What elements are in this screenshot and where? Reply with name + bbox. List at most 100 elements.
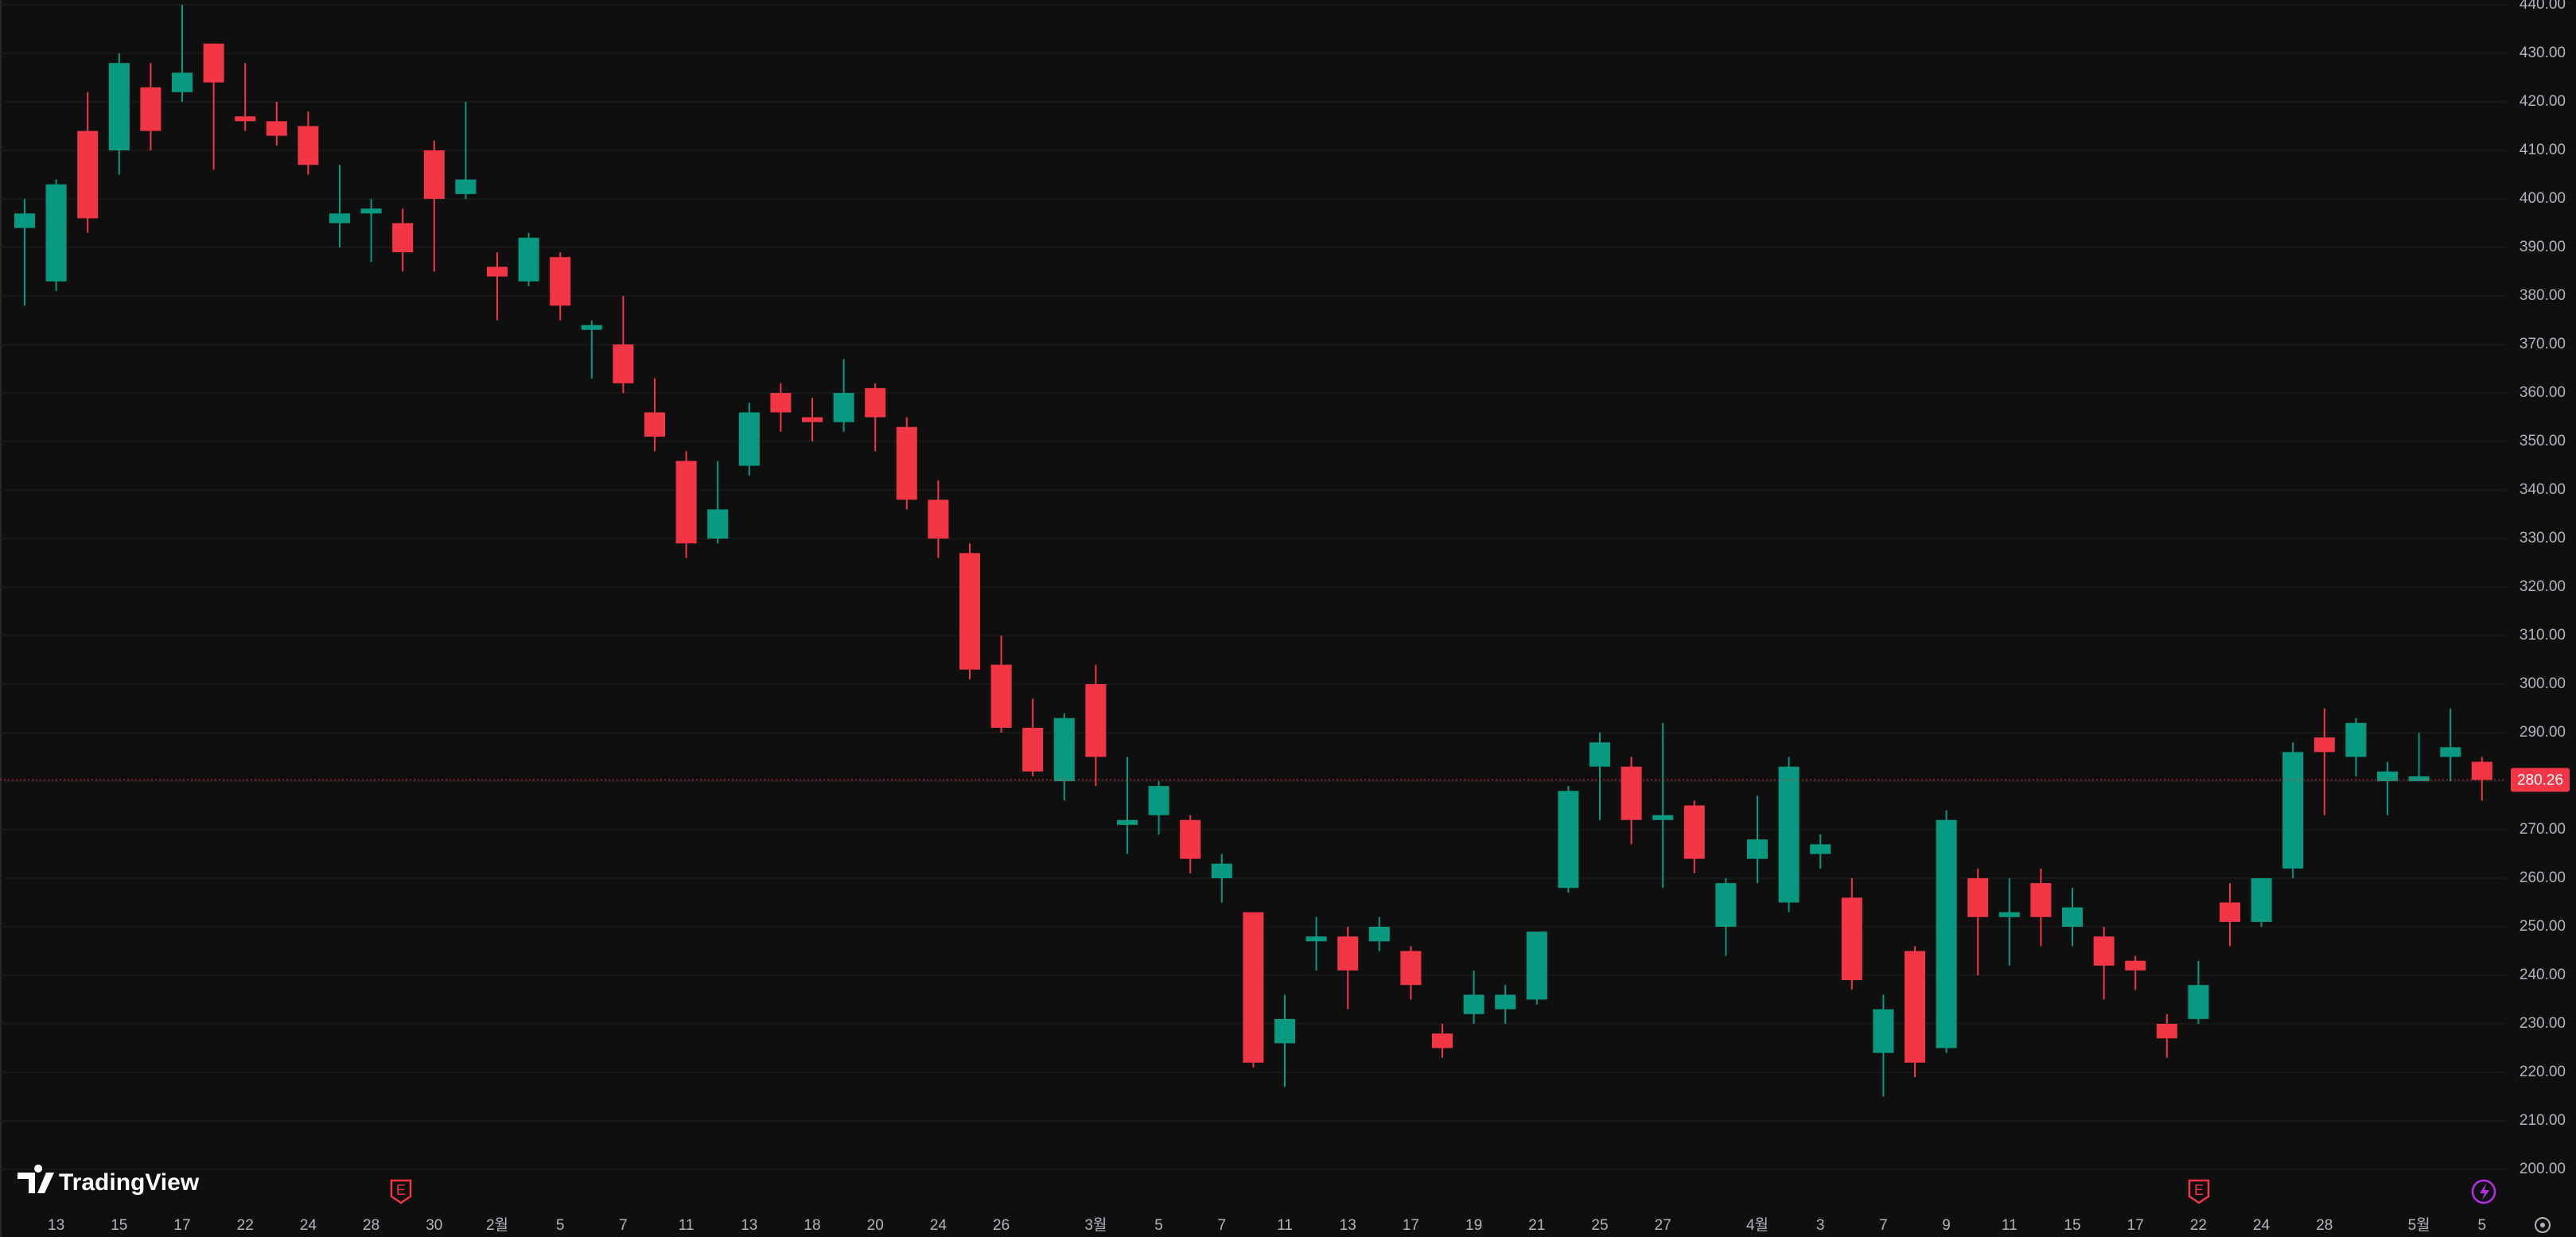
y-tick-label: 300.00 — [2520, 675, 2566, 692]
candle-body — [1905, 951, 1925, 1063]
candle-body — [2125, 960, 2146, 971]
candle — [581, 320, 602, 379]
candle — [45, 179, 67, 291]
settings-icon — [2535, 1217, 2551, 1233]
candle-body — [1400, 951, 1422, 986]
x-tick-label: 30 — [426, 1217, 442, 1234]
x-tick-label: 20 — [867, 1217, 884, 1234]
candle-body — [959, 553, 980, 670]
x-tick-label: 24 — [930, 1217, 948, 1234]
y-tick-label: 310.00 — [2520, 627, 2566, 644]
marker-circle — [2471, 1179, 2496, 1204]
candle-body — [392, 223, 414, 253]
y-tick-label: 250.00 — [2520, 918, 2566, 935]
candle — [487, 252, 508, 321]
candle-body — [2251, 878, 2272, 922]
candle-body — [203, 43, 224, 83]
candle — [1526, 932, 1547, 1005]
x-tick-label: 27 — [1655, 1217, 1671, 1234]
y-tick-label: 260.00 — [2520, 869, 2566, 886]
candle-body — [1683, 805, 1705, 859]
candle — [2313, 708, 2335, 815]
y-tick-label: 200.00 — [2520, 1161, 2566, 1177]
price-label: 280.26 — [2517, 772, 2563, 788]
candle — [1810, 834, 1831, 869]
candle — [550, 252, 571, 321]
dividend-marker[interactable] — [2471, 1179, 2496, 1204]
x-tick-label: 11 — [2002, 1217, 2018, 1234]
candle-body — [2156, 1024, 2177, 1039]
candle — [518, 232, 539, 286]
x-tick-label: 7 — [1218, 1217, 1227, 1234]
candle-body — [2030, 883, 2052, 917]
x-tick-label: 7 — [1879, 1217, 1888, 1234]
candle-body — [1621, 766, 1642, 820]
candle — [2062, 888, 2083, 947]
candle — [1432, 1024, 1453, 1058]
candle-body — [2408, 776, 2430, 781]
y-tick-label: 230.00 — [2520, 1015, 2566, 1032]
candle — [738, 403, 760, 476]
candle — [1211, 854, 1232, 903]
candle-body — [581, 325, 602, 330]
candle — [707, 461, 729, 544]
candle-body — [2093, 936, 2115, 966]
candle-body — [140, 87, 161, 131]
candle — [1306, 916, 1327, 971]
x-tick-label: 28 — [2316, 1217, 2333, 1234]
y-tick-label: 350.00 — [2520, 433, 2566, 449]
candle — [2030, 868, 2052, 947]
candle-body — [1998, 912, 2020, 917]
candle — [360, 199, 382, 263]
candle — [329, 165, 350, 247]
candle-body — [550, 257, 571, 306]
candle-body — [2440, 747, 2461, 757]
candle-body — [2188, 985, 2209, 1019]
candle — [770, 383, 792, 432]
marker-label: E — [2194, 1182, 2204, 1198]
candle — [2440, 708, 2461, 781]
candle-body — [1495, 994, 1516, 1009]
candle — [203, 43, 224, 170]
candle-body — [1432, 1033, 1453, 1048]
y-tick-label: 240.00 — [2520, 967, 2566, 983]
candle — [1117, 757, 1138, 854]
price-label-box — [2511, 768, 2570, 792]
candle-body — [1243, 912, 1264, 1063]
y-tick-label: 410.00 — [2520, 142, 2566, 158]
candle — [423, 140, 445, 272]
candle — [2282, 742, 2304, 878]
candle — [298, 111, 319, 175]
y-tick-label: 390.00 — [2520, 239, 2566, 255]
candle — [2471, 757, 2492, 801]
y-tick-label: 220.00 — [2520, 1064, 2566, 1080]
candle-body — [1936, 819, 1957, 1048]
candle — [1936, 810, 1957, 1053]
candle-body — [172, 72, 193, 92]
marker-shape — [390, 1179, 412, 1204]
x-tick-label: 26 — [993, 1217, 1010, 1234]
candle-body — [1747, 839, 1768, 859]
candle-body — [1337, 936, 1359, 971]
x-tick-label: 9 — [1942, 1217, 1951, 1234]
candle — [2093, 927, 2115, 1000]
settings-button[interactable] — [2535, 1217, 2551, 1233]
candle — [172, 5, 193, 102]
candle — [1337, 927, 1359, 1009]
candle-body — [1274, 1018, 1295, 1044]
candle-body — [1526, 932, 1547, 1000]
candle — [1873, 994, 1894, 1097]
candle-body — [1810, 844, 1831, 854]
earnings-marker[interactable]: E — [390, 1179, 412, 1204]
candle — [990, 636, 1012, 733]
candle — [1683, 800, 1705, 873]
candle — [455, 102, 477, 199]
candle-body — [1778, 766, 1800, 903]
candle-body — [2377, 771, 2398, 781]
candle — [2251, 878, 2272, 927]
earnings-marker[interactable]: E — [2188, 1179, 2210, 1204]
logo[interactable]: TradingView — [18, 1165, 200, 1196]
candle — [140, 63, 161, 150]
x-tick-label: 24 — [2253, 1217, 2271, 1234]
